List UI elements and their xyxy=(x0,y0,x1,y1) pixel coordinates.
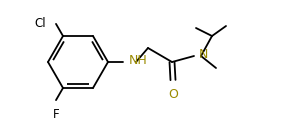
Text: N: N xyxy=(199,48,208,62)
Text: NH: NH xyxy=(129,55,148,67)
Text: F: F xyxy=(53,108,59,121)
Text: O: O xyxy=(168,88,178,101)
Text: Cl: Cl xyxy=(34,17,46,30)
